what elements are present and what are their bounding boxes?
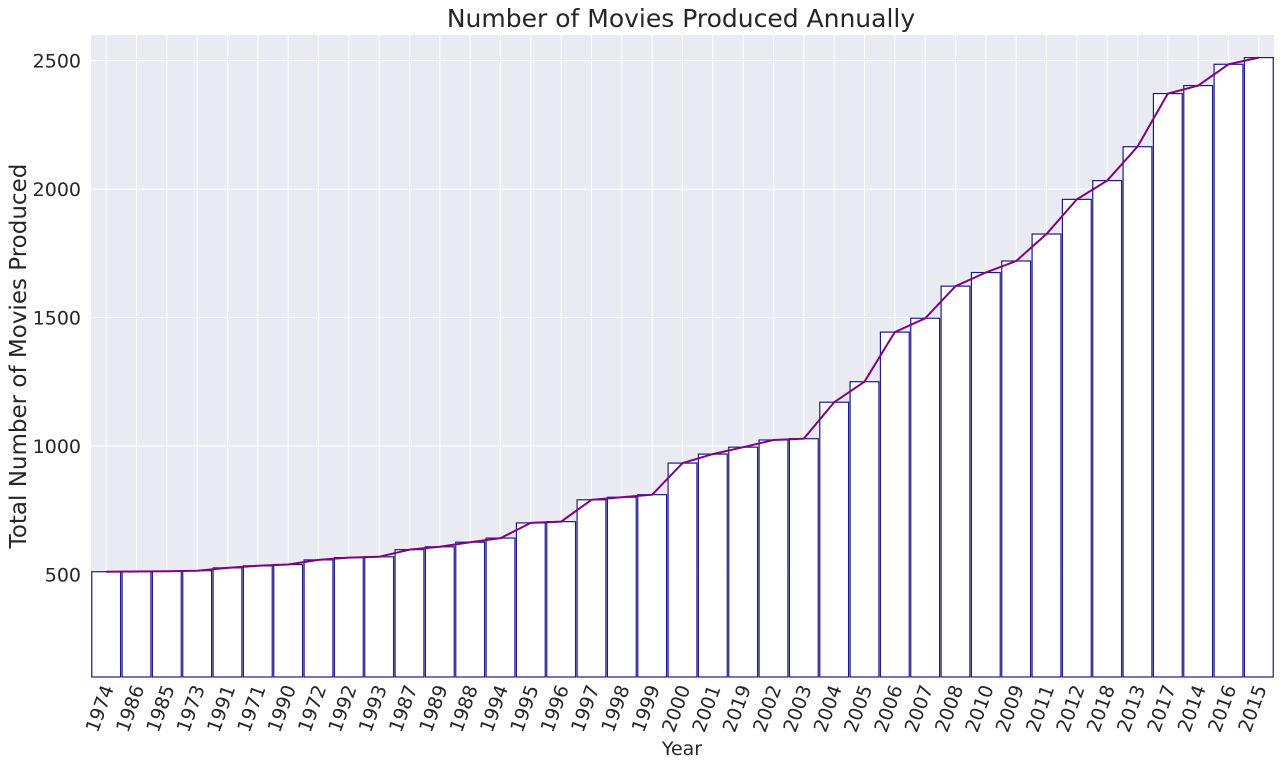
bar-1997 [576,499,607,678]
bar-1974 [91,571,122,678]
y-axis-label: Total Number of Movies Produced [6,164,32,550]
bar-2018 [1092,180,1123,678]
x-axis-ticks: 1974198619851973199119711990197219921993… [82,682,1272,735]
bar-2008 [940,285,971,678]
bar-1988 [455,541,486,678]
bar-1986 [121,570,152,678]
y-tick-label-2000: 2000 [33,179,81,201]
y-tick-label-1500: 1500 [33,307,81,329]
bar-2017 [1152,92,1183,678]
bar-1998 [606,496,637,678]
bar-2003 [788,438,819,678]
bar-2006 [879,331,910,678]
bar-2002 [758,439,789,678]
bar-1971 [242,565,273,678]
bar-1985 [151,570,182,678]
bar-2005 [849,381,880,678]
bar-2015 [1243,56,1274,678]
bar-1991 [212,567,243,678]
bar-1987 [394,549,425,678]
bar-2000 [667,462,698,678]
x-axis-label: Year [661,738,702,760]
y-axis-ticks: 500 1000 1500 2000 2500 [33,51,81,587]
trend-line [106,56,1260,573]
bar-2013 [1122,146,1153,678]
bar-1973 [182,570,213,678]
bar-2004 [819,401,850,678]
y-tick-label-1000: 1000 [33,436,81,458]
bar-2001 [697,453,728,678]
bar-2019 [728,446,759,678]
bar-1995 [515,522,546,678]
bar-1996 [546,521,577,678]
chart-title: Number of Movies Produced Annually [447,4,916,33]
y-tick-label-500: 500 [45,564,81,586]
bar-2014 [1183,84,1214,678]
bar-1999 [637,494,668,678]
bar-1994 [485,537,516,678]
bar-2010 [970,271,1001,678]
bar-1992 [333,556,364,678]
bar-1972 [303,559,334,678]
y-tick-label-2500: 2500 [33,51,81,73]
bar-2011 [1031,233,1062,678]
bar-2012 [1061,198,1092,678]
bar-1989 [424,546,455,678]
bar-1990 [273,563,304,678]
bar-2016 [1213,63,1244,678]
bar-1993 [364,556,395,678]
bars [91,56,1274,678]
bar-2007 [910,317,941,678]
bar-2009 [1001,260,1032,678]
